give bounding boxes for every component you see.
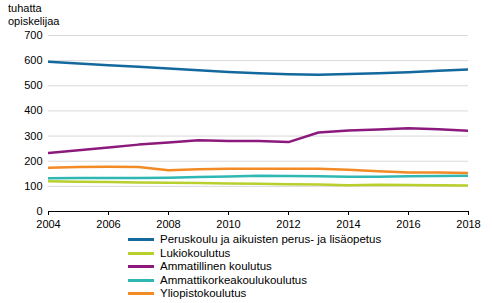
svg-text:2004: 2004 <box>36 218 60 230</box>
svg-text:2006: 2006 <box>96 218 120 230</box>
svg-text:2016: 2016 <box>396 218 420 230</box>
svg-text:2008: 2008 <box>156 218 180 230</box>
svg-text:300: 300 <box>24 130 42 142</box>
svg-text:200: 200 <box>24 155 42 167</box>
svg-text:700: 700 <box>24 29 42 41</box>
svg-text:600: 600 <box>24 54 42 66</box>
svg-text:2012: 2012 <box>276 218 300 230</box>
html-text:Lukiokoulutus: Lukiokoulutus <box>160 246 231 259</box>
svg-text:0: 0 <box>36 205 42 217</box>
svg-text:500: 500 <box>24 79 42 91</box>
svg-text:2010: 2010 <box>216 218 240 230</box>
svg-text:400: 400 <box>24 104 42 116</box>
svg-text:2014: 2014 <box>336 218 360 230</box>
html-text:Peruskoulu ja aikuisten perus-: Peruskoulu ja aikuisten perus- ja lisäop… <box>160 233 382 245</box>
svg-text:100: 100 <box>24 180 42 192</box>
svg-text:2018: 2018 <box>456 218 480 230</box>
html-text:Ammatillinen koulutus: Ammatillinen koulutus <box>160 260 272 272</box>
html-text:Yliopistokoulutus: Yliopistokoulutus <box>160 287 247 299</box>
html-text:Ammattikorkeakoulukoulutus: Ammattikorkeakoulukoulutus <box>160 273 307 286</box>
html-text:tuhatta opiskelijaa: tuhatta opiskelijaa <box>8 2 60 27</box>
